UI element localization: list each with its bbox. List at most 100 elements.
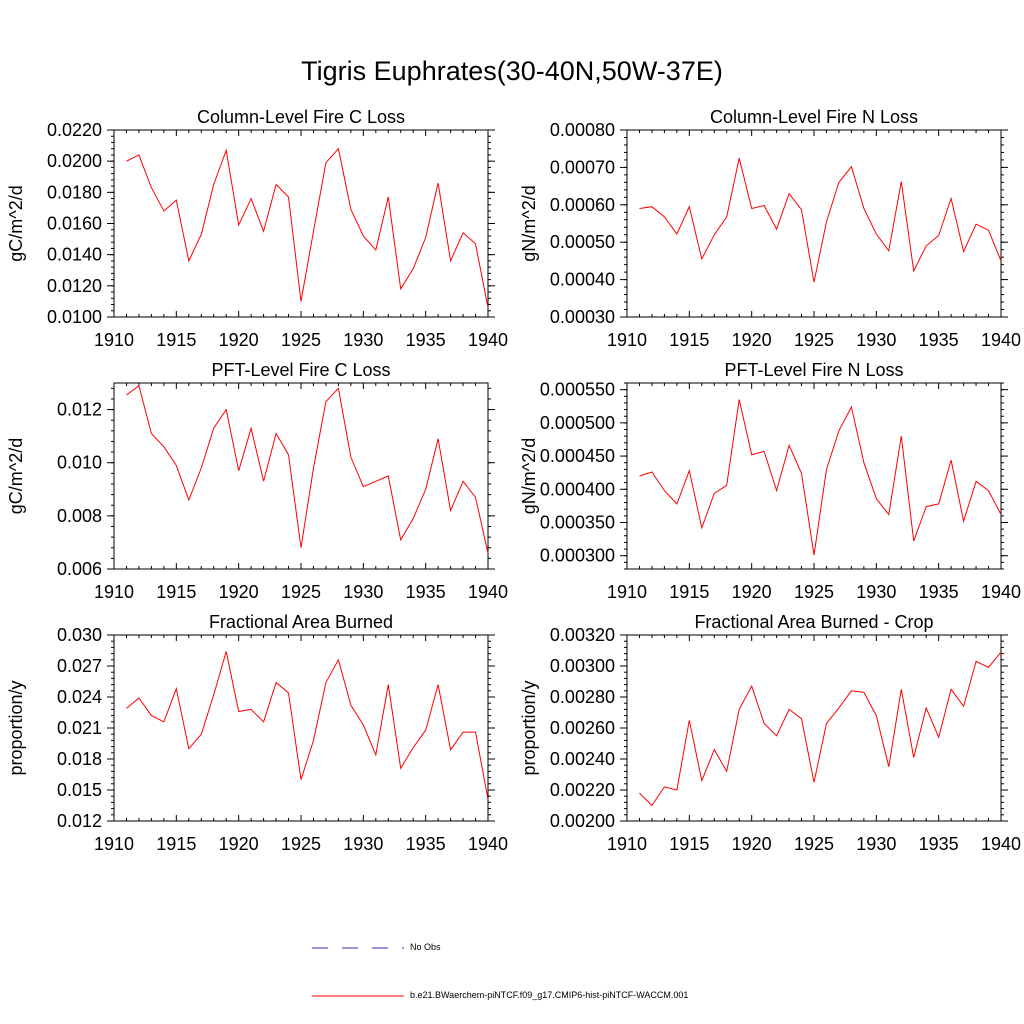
panel-1-x-tick-label: 1940 xyxy=(468,330,508,350)
panel-2-y-tick-label: 0.00040 xyxy=(550,270,615,290)
panel-5-y-tick-label: 0.027 xyxy=(57,656,102,676)
panel-6-y-tick-label: 0.00200 xyxy=(550,811,615,831)
panel-4-y-tick-label: 0.000450 xyxy=(540,446,615,466)
panel-3-title: PFT-Level Fire C Loss xyxy=(211,360,390,380)
panel-4-y-tick-label: 0.000500 xyxy=(540,413,615,433)
panel-6-x-tick-label: 1910 xyxy=(607,834,647,854)
panel-2-x-tick-label: 1925 xyxy=(794,330,834,350)
panel-6-y-tick-label: 0.00260 xyxy=(550,718,615,738)
panel-3-x-tick-label: 1930 xyxy=(343,582,383,602)
panel-3-y-tick-label: 0.012 xyxy=(57,400,102,420)
panel-2-x-tick-label: 1940 xyxy=(981,330,1021,350)
panel-5-y-tick-label: 0.018 xyxy=(57,749,102,769)
panel-2-series-line xyxy=(639,157,1002,283)
panel-4-y-tick-label: 0.000300 xyxy=(540,546,615,566)
panel-2-x-tick-label: 1920 xyxy=(732,330,772,350)
panel-2-title: Column-Level Fire N Loss xyxy=(710,107,918,127)
panel-4-x-tick-label: 1910 xyxy=(607,582,647,602)
panel-2-y-tick-label: 0.00070 xyxy=(550,157,615,177)
panel-5-x-tick-label: 1935 xyxy=(406,834,446,854)
panel-3-ylabel: gC/m^2/d xyxy=(6,438,26,514)
panel-5-title: Fractional Area Burned xyxy=(209,612,393,632)
panel-2-y-tick-label: 0.00030 xyxy=(550,307,615,327)
panel-4-x-tick-label: 1915 xyxy=(669,582,709,602)
panel-1-y-tick-label: 0.0160 xyxy=(47,214,102,234)
panel-3-x-tick-label: 1940 xyxy=(468,582,508,602)
panel-6-y-tick-label: 0.00280 xyxy=(550,687,615,707)
panel-6-y-tick-label: 0.00300 xyxy=(550,656,615,676)
panel-6-x-tick-label: 1930 xyxy=(856,834,896,854)
panel-4-series-line xyxy=(639,399,1002,556)
panel-4-x-tick-label: 1925 xyxy=(794,582,834,602)
panel-4-title: PFT-Level Fire N Loss xyxy=(724,360,903,380)
panel-6-y-tick-label: 0.00240 xyxy=(550,749,615,769)
panel-6-x-tick-label: 1920 xyxy=(732,834,772,854)
panel-5-x-tick-label: 1930 xyxy=(343,834,383,854)
panel-4-y-tick-label: 0.000400 xyxy=(540,479,615,499)
panel-4-ylabel: gN/m^2/d xyxy=(519,438,539,514)
main-title: Tigris Euphrates(30-40N,50W-37E) xyxy=(301,56,723,86)
panel-3-x-tick-label: 1910 xyxy=(94,582,134,602)
panel-3-y-tick-label: 0.008 xyxy=(57,506,102,526)
panel-2-x-tick-label: 1935 xyxy=(919,330,959,350)
panel-5-x-tick-label: 1920 xyxy=(219,834,259,854)
panel-5-ylabel: proportion/y xyxy=(6,680,26,775)
panel-6-series-line xyxy=(639,651,1002,807)
panel-6-ylabel: proportion/y xyxy=(519,680,539,775)
panel-4-x-tick-label: 1920 xyxy=(732,582,772,602)
panel-5-series-line xyxy=(126,651,489,800)
panel-5-x-tick-label: 1940 xyxy=(468,834,508,854)
panel-5-y-tick-label: 0.024 xyxy=(57,687,102,707)
panel-4-x-tick-label: 1930 xyxy=(856,582,896,602)
panel-5-y-tick-label: 0.015 xyxy=(57,780,102,800)
panel-3-x-tick-label: 1920 xyxy=(219,582,259,602)
legend-obs-label: No Obs xyxy=(410,942,441,952)
panel-4-y-tick-label: 0.000550 xyxy=(540,380,615,400)
panel-1-x-tick-label: 1930 xyxy=(343,330,383,350)
panel-4-y-tick-label: 0.000350 xyxy=(540,513,615,533)
panel-3-series-line xyxy=(126,384,489,554)
panel-2-x-tick-label: 1910 xyxy=(607,330,647,350)
panel-1-x-tick-label: 1925 xyxy=(281,330,321,350)
panel-1-title: Column-Level Fire C Loss xyxy=(197,107,405,127)
panel-5-x-tick-label: 1915 xyxy=(156,834,196,854)
panel-4-x-tick-label: 1935 xyxy=(919,582,959,602)
panel-3-x-tick-label: 1925 xyxy=(281,582,321,602)
panel-2-y-tick-label: 0.00080 xyxy=(550,120,615,140)
panel-3-y-tick-label: 0.006 xyxy=(57,559,102,579)
panel-1-x-tick-label: 1915 xyxy=(156,330,196,350)
panel-1-x-tick-label: 1910 xyxy=(94,330,134,350)
panel-1-y-tick-label: 0.0200 xyxy=(47,151,102,171)
panel-1-y-tick-label: 0.0100 xyxy=(47,307,102,327)
panel-2-y-tick-label: 0.00050 xyxy=(550,232,615,252)
panel-3-x-tick-label: 1935 xyxy=(406,582,446,602)
panel-5-y-tick-label: 0.012 xyxy=(57,811,102,831)
panel-1-y-tick-label: 0.0120 xyxy=(47,276,102,296)
panel-5-x-tick-label: 1925 xyxy=(281,834,321,854)
panel-1-y-tick-label: 0.0140 xyxy=(47,245,102,265)
panel-5-y-tick-label: 0.030 xyxy=(57,625,102,645)
panel-6-x-tick-label: 1925 xyxy=(794,834,834,854)
panel-3-y-tick-label: 0.010 xyxy=(57,453,102,473)
panel-1-ylabel: gC/m^2/d xyxy=(6,185,26,261)
legend-model-label: b.e21.BWaerchem-piNTCF.f09_g17.CMIP6-his… xyxy=(410,990,689,1000)
panel-1-y-tick-label: 0.0220 xyxy=(47,120,102,140)
panel-6-y-tick-label: 0.00220 xyxy=(550,780,615,800)
panel-6-x-tick-label: 1915 xyxy=(669,834,709,854)
panel-1-x-tick-label: 1935 xyxy=(406,330,446,350)
panel-5-x-tick-label: 1910 xyxy=(94,834,134,854)
panel-2-y-tick-label: 0.00060 xyxy=(550,195,615,215)
panel-3-x-tick-label: 1915 xyxy=(156,582,196,602)
panel-6-x-tick-label: 1935 xyxy=(919,834,959,854)
panel-1-y-tick-label: 0.0180 xyxy=(47,182,102,202)
panel-6-title: Fractional Area Burned - Crop xyxy=(694,612,933,632)
panel-1-series-line xyxy=(126,147,489,308)
panel-5-y-tick-label: 0.021 xyxy=(57,718,102,738)
panel-6-x-tick-label: 1940 xyxy=(981,834,1021,854)
panel-2-ylabel: gN/m^2/d xyxy=(519,185,539,261)
panel-4-x-tick-label: 1940 xyxy=(981,582,1021,602)
panel-6-y-tick-label: 0.00320 xyxy=(550,625,615,645)
panel-2-x-tick-label: 1930 xyxy=(856,330,896,350)
